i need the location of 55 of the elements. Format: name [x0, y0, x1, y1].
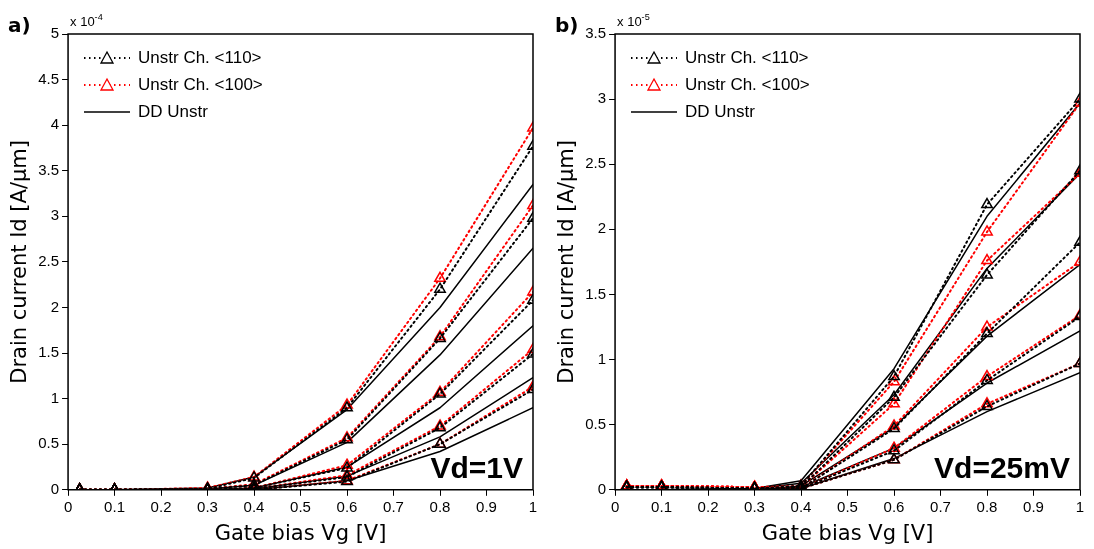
y-tick-label: 0.5 [585, 414, 607, 432]
legend-label: Unstr Ch. <100> [138, 74, 263, 96]
x-tick-label: 0.1 [104, 497, 125, 515]
x-tick-label: 0 [63, 497, 73, 515]
x-tick-label: 0.1 [651, 497, 672, 515]
y-tick-label: 1.5 [38, 343, 60, 361]
x-tick-label: 0.9 [1023, 497, 1044, 515]
y-tick-label: 3 [50, 206, 60, 224]
y-tick-label: 0.5 [38, 434, 60, 452]
chart-title: a) [8, 13, 31, 37]
legend-label: DD Unstr [138, 101, 208, 123]
x-tick-label: 1 [1075, 497, 1085, 515]
y-tick-label: 1 [597, 349, 607, 367]
x-tick-label: 0.2 [697, 497, 719, 515]
legend-label: DD Unstr [685, 101, 755, 123]
x-tick-label: 0.5 [290, 497, 311, 515]
y-axis-title: Drain current Id [A/μm] [554, 140, 579, 384]
x-tick-label: 0.8 [976, 497, 998, 515]
x-tick-label: 0 [610, 497, 620, 515]
annotation: Vd=1V [430, 450, 523, 484]
y-tick-label: 3.5 [585, 24, 607, 42]
y-tick-label: 0 [597, 479, 607, 497]
y-tick-label: 2.5 [38, 252, 60, 270]
y-tick-label: 4.5 [38, 69, 60, 87]
y-tick-label: 0 [50, 479, 60, 497]
y-tick-label: 2 [50, 297, 60, 315]
y-tick-label: 2.5 [585, 154, 607, 172]
x-axis-title: Gate bias Vg [V] [761, 520, 934, 545]
x-tick-label: 0.9 [476, 497, 497, 515]
annotation: Vd=25mV [934, 450, 1070, 484]
x-tick-label: 0.2 [150, 497, 172, 515]
y-tick-label: 1 [50, 388, 60, 406]
y-tick-label: 1.5 [585, 284, 607, 302]
x-tick-label: 0.5 [837, 497, 858, 515]
x-tick-label: 0.3 [744, 497, 765, 515]
x-tick-label: 0.7 [383, 497, 404, 515]
legend-label: Unstr Ch. <110> [685, 47, 809, 69]
x-tick-label: 0.6 [336, 497, 358, 515]
y-tick-label: 3.5 [38, 160, 60, 178]
y-tick-label: 5 [50, 24, 60, 42]
x-tick-label: 0.8 [429, 497, 451, 515]
y-tick-label: 3 [597, 89, 607, 107]
chart-title: b) [555, 13, 579, 37]
x-tick-label: 0.3 [197, 497, 218, 515]
legend-label: Unstr Ch. <100> [685, 74, 810, 96]
y-tick-label: 4 [50, 115, 60, 133]
y-tick-label: 2 [597, 219, 607, 237]
x-axis-title: Gate bias Vg [V] [214, 520, 387, 545]
x-tick-label: 0.6 [883, 497, 905, 515]
legend-label: Unstr Ch. <110> [138, 47, 262, 69]
x-tick-label: 0.4 [243, 497, 265, 515]
x-tick-label: 0.4 [790, 497, 812, 515]
y-axis-title: Drain current Id [A/μm] [7, 140, 32, 384]
x-tick-label: 0.7 [930, 497, 951, 515]
x-tick-label: 1 [528, 497, 538, 515]
